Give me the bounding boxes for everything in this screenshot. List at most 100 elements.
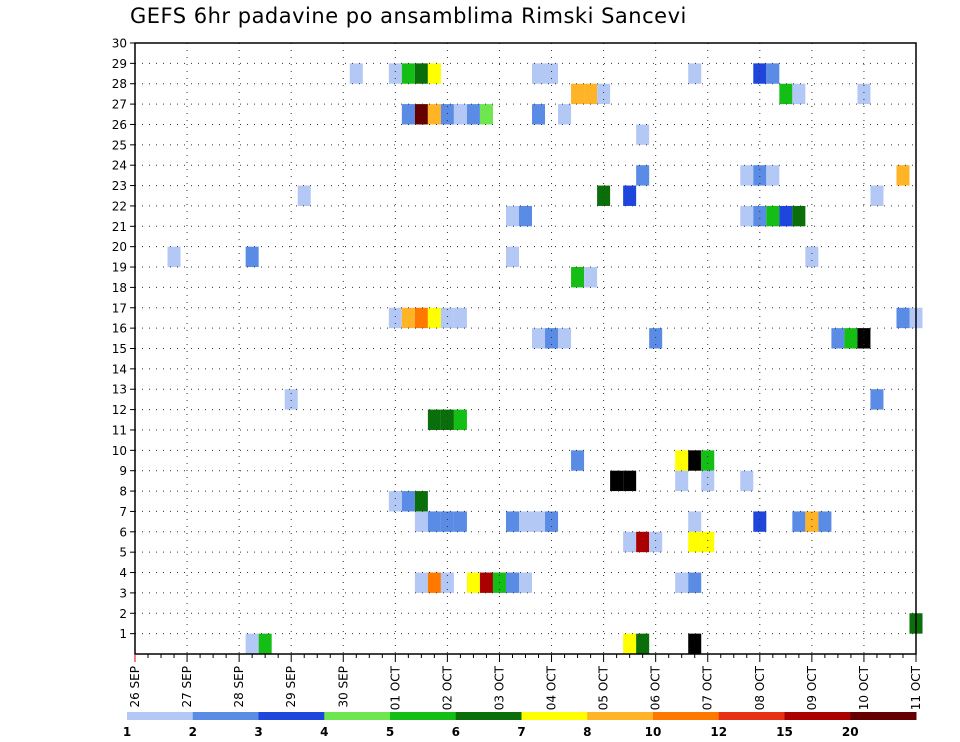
y-tick-label: 17 — [112, 301, 127, 315]
heatmap-cell — [831, 328, 845, 349]
heatmap-cell — [427, 511, 441, 532]
heatmap-cell — [545, 511, 559, 532]
plot-frame — [134, 42, 917, 655]
heatmap-cell — [518, 572, 533, 593]
y-tick-label: 23 — [112, 179, 127, 193]
colorbar-label: 8 — [583, 725, 591, 739]
y-tick-label: 13 — [112, 383, 127, 397]
heatmap-cell — [753, 205, 767, 227]
colorbar-label: 12 — [710, 725, 727, 739]
heatmap-cell — [636, 633, 650, 654]
colorbar: 1 2 3 4 5 6 7 8 10 12 15 20 — [123, 712, 917, 739]
heatmap-cell — [792, 83, 806, 105]
heatmap-cell — [427, 409, 441, 430]
heatmap-cell — [466, 572, 480, 593]
heatmap-cell — [440, 307, 454, 329]
heatmap-cell — [427, 63, 441, 84]
y-tick-label: 28 — [112, 77, 127, 91]
heatmap-cell — [571, 267, 585, 288]
heatmap-cell — [597, 185, 611, 206]
y-tick-label: 30 — [112, 37, 127, 51]
heatmap-cell — [532, 63, 546, 84]
heatmap-cell — [779, 205, 793, 227]
heatmap-cell — [401, 104, 415, 125]
x-tick-label: 05 OCT — [597, 665, 611, 710]
colorbar-swatch — [521, 712, 588, 720]
x-tick-label: 07 OCT — [701, 665, 715, 710]
heatmap-cell — [779, 83, 793, 105]
colorbar-label: 6 — [452, 725, 460, 739]
y-tick-label: 5 — [119, 546, 127, 560]
y-tick-label: 11 — [112, 423, 127, 437]
colorbar-swatch — [718, 712, 785, 720]
heatmap-cell — [558, 104, 572, 125]
heatmap-cell — [414, 307, 428, 329]
heatmap-cell — [505, 572, 519, 593]
heatmap-cell — [792, 511, 806, 532]
y-tick-label: 20 — [112, 240, 127, 254]
heatmap-cell — [740, 165, 754, 186]
x-tick-label: 02 OCT — [440, 665, 454, 710]
y-tick-label: 16 — [112, 322, 127, 336]
heatmap-cell — [258, 633, 272, 654]
x-tick-label: 29 SEP — [284, 666, 298, 708]
heatmap-cell — [401, 63, 415, 84]
heatmap-cell — [518, 205, 533, 227]
heatmap-cell — [753, 511, 767, 532]
heatmap-cell — [649, 328, 663, 349]
heatmap-cell — [440, 104, 454, 125]
heatmap-cell — [818, 511, 832, 532]
y-tick-label: 9 — [119, 464, 127, 478]
y-tick-label: 4 — [119, 566, 127, 580]
colorbar-swatch — [455, 712, 522, 720]
heatmap-cell — [453, 104, 467, 125]
heatmap-cell — [401, 491, 415, 512]
x-tick-label: 11 OCT — [909, 665, 923, 710]
colorbar-label: 15 — [776, 725, 793, 739]
y-tick-label: 29 — [112, 57, 127, 71]
x-tick-label: 04 OCT — [545, 665, 559, 710]
heatmap-cell — [623, 470, 637, 492]
colorbar-swatch — [784, 712, 851, 720]
heatmap-cell — [584, 267, 598, 288]
heatmap-cell — [753, 165, 767, 186]
heatmap-cell — [766, 205, 780, 227]
heatmap-cell — [870, 389, 884, 410]
colorbar-swatch — [324, 712, 391, 720]
y-tick-label: 19 — [112, 261, 127, 275]
heatmap-cell — [623, 633, 637, 654]
heatmap-cell — [414, 104, 428, 125]
heatmap-cell — [870, 185, 884, 206]
heatmap-cell — [753, 63, 767, 84]
heatmap-cell — [896, 165, 910, 186]
heatmap-cell — [505, 246, 519, 268]
y-tick-label: 26 — [112, 118, 127, 132]
y-tick-label: 24 — [112, 159, 127, 173]
y-tick-label: 6 — [119, 525, 127, 539]
heatmap-cell — [401, 307, 415, 329]
colorbar-swatch — [390, 712, 457, 720]
heatmap-cell — [688, 63, 702, 84]
y-tick-label: 10 — [112, 444, 127, 458]
chart-title: GEFS 6hr padavine po ansamblima Rimski S… — [130, 4, 687, 28]
heatmap-cell — [766, 63, 780, 84]
x-tick-label: 10 OCT — [857, 665, 871, 710]
colorbar-label: 3 — [254, 725, 262, 739]
heatmap-cell — [532, 104, 546, 125]
colorbar-label: 7 — [517, 725, 525, 739]
heatmap-cell — [532, 328, 546, 349]
heatmap-cell — [297, 185, 311, 206]
heatmap-cell — [844, 328, 858, 349]
y-tick-label: 2 — [119, 607, 127, 621]
x-tick-label: 09 OCT — [805, 665, 819, 710]
heatmap-cell — [545, 328, 559, 349]
colorbar-swatch — [258, 712, 325, 720]
colorbar-label: 1 — [123, 725, 131, 739]
grid-lines — [135, 43, 916, 654]
heatmap-cell — [857, 328, 871, 349]
heatmap-cell — [688, 450, 702, 471]
heatmap-cell — [740, 470, 754, 492]
heatmap-cell — [388, 63, 402, 84]
heatmap-cell — [623, 531, 637, 553]
